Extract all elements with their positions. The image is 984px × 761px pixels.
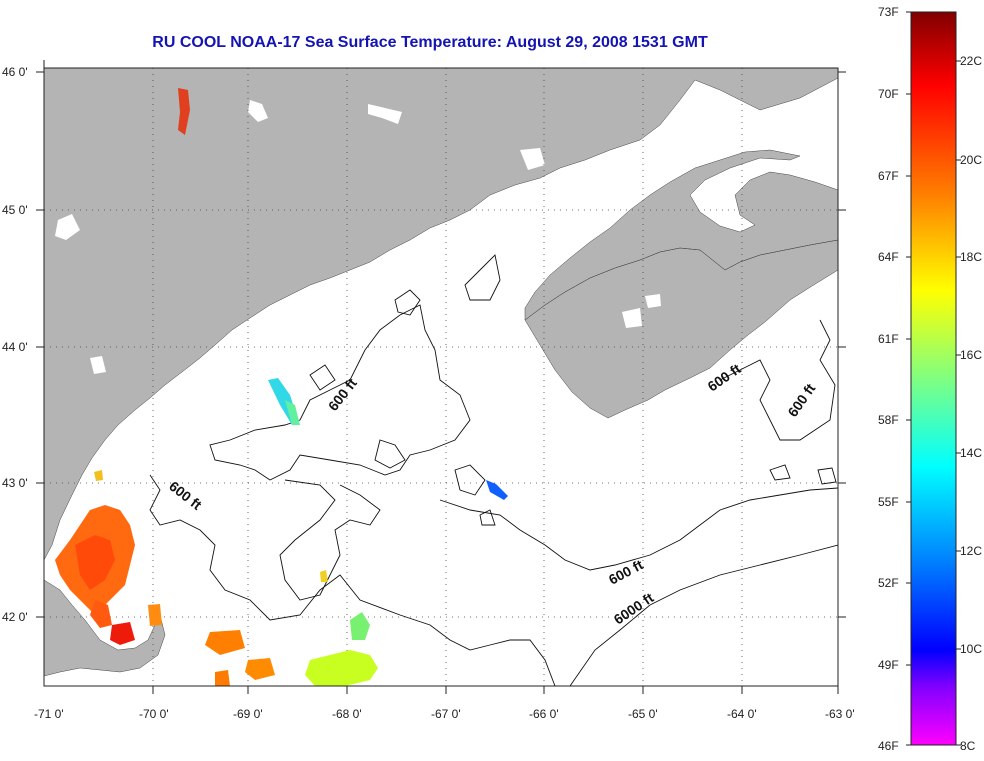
colorbar-c-labels: 22C 20C 18C 16C 14C 12C 10C 8C bbox=[960, 54, 982, 753]
cb-f-label: 46F bbox=[878, 739, 899, 753]
sst-patch-hot-spot bbox=[110, 622, 135, 645]
mainland-landmass bbox=[44, 68, 838, 561]
grid-lines bbox=[44, 68, 838, 686]
sst-patch-south-a bbox=[205, 630, 245, 655]
lon-label: -63 0' bbox=[825, 707, 855, 721]
sst-data-patches bbox=[55, 88, 508, 686]
sst-patch-blue bbox=[486, 480, 508, 500]
cb-c-label: 18C bbox=[960, 250, 982, 264]
cb-c-label: 20C bbox=[960, 153, 982, 167]
inland-lakes bbox=[55, 100, 661, 374]
cb-c-label: 14C bbox=[960, 446, 982, 460]
cb-f-label: 58F bbox=[878, 413, 899, 427]
longitude-labels: -71 0' -70 0' -69 0' -68 0' -67 0' -66 0… bbox=[34, 707, 855, 721]
sst-patch-north-inland bbox=[178, 88, 190, 135]
colorbar-gradient bbox=[910, 11, 957, 746]
lat-label: 44 0' bbox=[2, 340, 28, 354]
lon-label: -68 0' bbox=[332, 707, 362, 721]
lon-label: -71 0' bbox=[34, 707, 64, 721]
lon-label: -65 0' bbox=[628, 707, 658, 721]
lon-label: -64 0' bbox=[727, 707, 757, 721]
sst-patch-maine-green bbox=[285, 400, 300, 425]
plot-border bbox=[43, 67, 839, 687]
latitude-labels: 46 0' 45 0' 44 0' 43 0' 42 0' bbox=[2, 65, 28, 624]
lon-label: -70 0' bbox=[139, 707, 169, 721]
sst-patch-georges-green-b bbox=[350, 612, 370, 640]
cb-f-label: 49F bbox=[878, 658, 899, 672]
cb-f-label: 52F bbox=[878, 576, 899, 590]
cb-f-label: 73F bbox=[878, 5, 899, 19]
cb-c-label: 16C bbox=[960, 348, 982, 362]
cb-c-label: 8C bbox=[960, 739, 976, 753]
map-title: RU COOL NOAA-17 Sea Surface Temperature:… bbox=[152, 34, 708, 51]
lat-label: 45 0' bbox=[2, 203, 28, 217]
axis-ticks bbox=[36, 60, 846, 694]
cb-c-label: 22C bbox=[960, 54, 982, 68]
sst-patch-coast-yellow bbox=[94, 470, 103, 481]
cb-f-label: 70F bbox=[878, 87, 899, 101]
colorbar-f-labels: 73F 70F 67F 64F 61F 58F 55F 52F 49F 46F bbox=[878, 5, 899, 753]
cb-f-label: 67F bbox=[878, 169, 899, 183]
sst-patch-cape-east bbox=[148, 604, 162, 626]
bathymetry-contours bbox=[149, 254, 838, 686]
sst-patch-georges-green bbox=[305, 650, 378, 686]
cb-c-label: 12C bbox=[960, 544, 982, 558]
lon-label: -67 0' bbox=[431, 707, 461, 721]
lon-label: -66 0' bbox=[529, 707, 559, 721]
sst-patch-cape-inner bbox=[90, 600, 112, 628]
lon-label: -69 0' bbox=[233, 707, 263, 721]
sst-patch-warm-core bbox=[75, 535, 115, 590]
lat-label: 43 0' bbox=[2, 476, 28, 490]
sst-patch-south-c bbox=[215, 670, 230, 686]
cb-f-label: 64F bbox=[878, 250, 899, 264]
cb-c-label: 10C bbox=[960, 642, 982, 656]
sst-patch-yellow-small bbox=[320, 570, 328, 582]
cb-f-label: 61F bbox=[878, 332, 899, 346]
lat-label: 42 0' bbox=[2, 610, 28, 624]
sst-patch-south-b bbox=[245, 658, 275, 680]
lat-label: 46 0' bbox=[2, 65, 28, 79]
cb-f-label: 55F bbox=[878, 495, 899, 509]
colorbar: 73F 70F 67F 64F 61F 58F 55F 52F 49F 46F … bbox=[878, 5, 982, 753]
